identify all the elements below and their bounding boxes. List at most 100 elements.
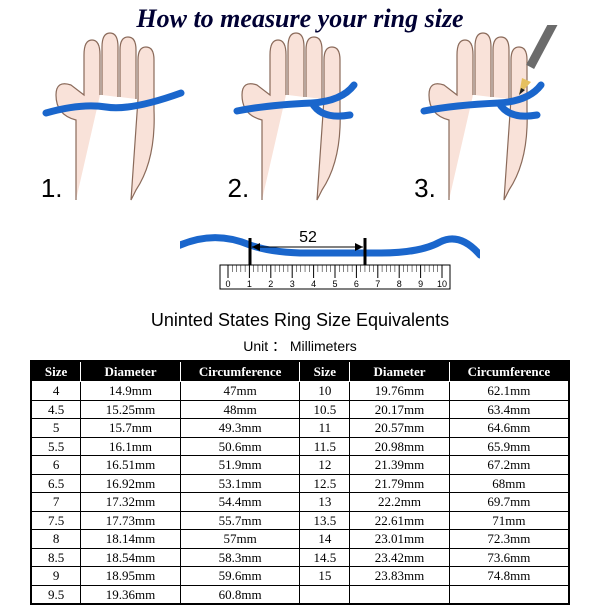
- cell: 54.4mm: [180, 493, 300, 512]
- col-0: Size: [31, 361, 81, 382]
- cell: 10.5: [300, 400, 350, 419]
- svg-text:4: 4: [311, 279, 316, 289]
- cell: 4.5: [31, 400, 81, 419]
- cell: 7.5: [31, 511, 81, 530]
- svg-text:5: 5: [332, 279, 337, 289]
- table-row: 7.517.73mm55.7mm13.522.61mm71mm: [31, 511, 569, 530]
- cell: 22.2mm: [350, 493, 450, 512]
- svg-text:2: 2: [268, 279, 273, 289]
- step-3-label: 3.: [414, 173, 436, 204]
- cell: [449, 585, 569, 604]
- ruler-svg: 52 012345678910: [180, 220, 480, 300]
- cell: 65.9mm: [449, 437, 569, 456]
- cell: 8.5: [31, 548, 81, 567]
- cell: 23.01mm: [350, 530, 450, 549]
- table-row: 717.32mm54.4mm1322.2mm69.7mm: [31, 493, 569, 512]
- cell: 55.7mm: [180, 511, 300, 530]
- cell: 72.3mm: [449, 530, 569, 549]
- table-header-row: SizeDiameterCircumferenceSizeDiameterCir…: [31, 361, 569, 382]
- col-2: Circumference: [180, 361, 300, 382]
- cell: [350, 585, 450, 604]
- cell: 12: [300, 456, 350, 475]
- table-row: 616.51mm51.9mm1221.39mm67.2mm: [31, 456, 569, 475]
- cell: 14: [300, 530, 350, 549]
- cell: 67.2mm: [449, 456, 569, 475]
- cell: 71mm: [449, 511, 569, 530]
- cell: 18.14mm: [81, 530, 181, 549]
- hand-step-1: 1.: [36, 25, 191, 205]
- table-row: 4.515.25mm48mm10.520.17mm63.4mm: [31, 400, 569, 419]
- cell: 12.5: [300, 474, 350, 493]
- cell: 59.6mm: [180, 567, 300, 586]
- cell: 6: [31, 456, 81, 475]
- step-2-label: 2.: [227, 173, 249, 204]
- cell: 64.6mm: [449, 419, 569, 438]
- cell: 16.51mm: [81, 456, 181, 475]
- svg-text:7: 7: [375, 279, 380, 289]
- svg-text:10: 10: [437, 279, 447, 289]
- col-3: Size: [300, 361, 350, 382]
- cell: 49.3mm: [180, 419, 300, 438]
- cell: 9.5: [31, 585, 81, 604]
- cell: 8: [31, 530, 81, 549]
- svg-text:8: 8: [397, 279, 402, 289]
- cell: 19.76mm: [350, 382, 450, 401]
- cell: 13.5: [300, 511, 350, 530]
- cell: 73.6mm: [449, 548, 569, 567]
- table-row: 5.516.1mm50.6mm11.520.98mm65.9mm: [31, 437, 569, 456]
- svg-text:0: 0: [225, 279, 230, 289]
- cell: 16.92mm: [81, 474, 181, 493]
- table-row: 9.519.36mm60.8mm: [31, 585, 569, 604]
- cell: 58.3mm: [180, 548, 300, 567]
- ring-size-table: SizeDiameterCircumferenceSizeDiameterCir…: [30, 360, 570, 605]
- cell: 60.8mm: [180, 585, 300, 604]
- svg-text:6: 6: [354, 279, 359, 289]
- cell: 69.7mm: [449, 493, 569, 512]
- col-5: Circumference: [449, 361, 569, 382]
- cell: 14.5: [300, 548, 350, 567]
- cell: 47mm: [180, 382, 300, 401]
- svg-text:9: 9: [418, 279, 423, 289]
- cell: 48mm: [180, 400, 300, 419]
- cell: 53.1mm: [180, 474, 300, 493]
- cell: 20.57mm: [350, 419, 450, 438]
- cell: 21.79mm: [350, 474, 450, 493]
- cell: 15: [300, 567, 350, 586]
- table-row: 918.95mm59.6mm1523.83mm74.8mm: [31, 567, 569, 586]
- table-row: 818.14mm57mm1423.01mm72.3mm: [31, 530, 569, 549]
- table-row: 515.7mm49.3mm1120.57mm64.6mm: [31, 419, 569, 438]
- col-4: Diameter: [350, 361, 450, 382]
- cell: 15.7mm: [81, 419, 181, 438]
- cell: 17.73mm: [81, 511, 181, 530]
- table-body: 414.9mm47mm1019.76mm62.1mm4.515.25mm48mm…: [31, 382, 569, 605]
- cell: 63.4mm: [449, 400, 569, 419]
- cell: 11: [300, 419, 350, 438]
- cell: 50.6mm: [180, 437, 300, 456]
- svg-text:1: 1: [247, 279, 252, 289]
- table-row: 6.516.92mm53.1mm12.521.79mm68mm: [31, 474, 569, 493]
- cell: 20.98mm: [350, 437, 450, 456]
- cell: 18.95mm: [81, 567, 181, 586]
- cell: 74.8mm: [449, 567, 569, 586]
- cell: 15.25mm: [81, 400, 181, 419]
- cell: 23.42mm: [350, 548, 450, 567]
- table-unit: Unit ： Millimeters: [0, 336, 600, 356]
- cell: 19.36mm: [81, 585, 181, 604]
- cell: 4: [31, 382, 81, 401]
- cell: 18.54mm: [81, 548, 181, 567]
- how-to-diagram: 1. 2.: [20, 25, 580, 225]
- cell: [300, 585, 350, 604]
- cell: 57mm: [180, 530, 300, 549]
- cell: 16.1mm: [81, 437, 181, 456]
- table-row: 414.9mm47mm1019.76mm62.1mm: [31, 382, 569, 401]
- cell: 6.5: [31, 474, 81, 493]
- cell: 7: [31, 493, 81, 512]
- cell: 51.9mm: [180, 456, 300, 475]
- svg-text:3: 3: [290, 279, 295, 289]
- cell: 20.17mm: [350, 400, 450, 419]
- hand-row: 1. 2.: [20, 25, 580, 205]
- cell: 14.9mm: [81, 382, 181, 401]
- step-1-label: 1.: [41, 173, 63, 204]
- infographic-page: How to measure your ring size 1.: [0, 0, 600, 600]
- cell: 5.5: [31, 437, 81, 456]
